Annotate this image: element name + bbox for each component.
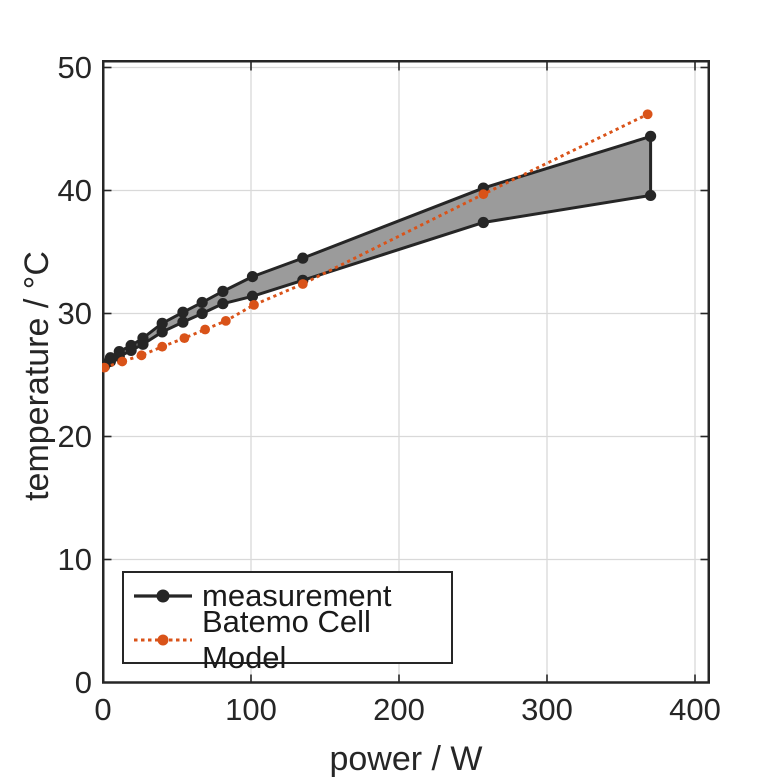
legend-label-batemo: Batemo Cell Model [202,603,371,675]
y-tick-label: 20 [57,418,92,454]
measurement-line-icon [134,589,192,602]
y-tick-label: 0 [74,664,92,700]
y-tick-label: 50 [57,49,92,85]
legend-label-measurement: measurement [202,577,392,613]
legend: measurement Batemo Cell Model [122,571,453,675]
x-tick-label: 200 [373,692,425,727]
x-axis-label: power / W [329,740,483,778]
y-tick-label: 40 [57,172,92,208]
legend-item-measurement: measurement [124,576,451,616]
x-tick-label: 0 [94,692,112,727]
x-tick-label: 300 [521,692,573,727]
batemo-line-icon [134,634,192,645]
x-tick-label: 400 [669,692,721,727]
y-tick-label: 30 [57,295,92,331]
y-tick-label: 10 [57,541,92,577]
chart-canvas [98,60,710,690]
legend-item-batemo: Batemo Cell Model [124,604,451,675]
x-tick-label: 100 [225,692,277,727]
